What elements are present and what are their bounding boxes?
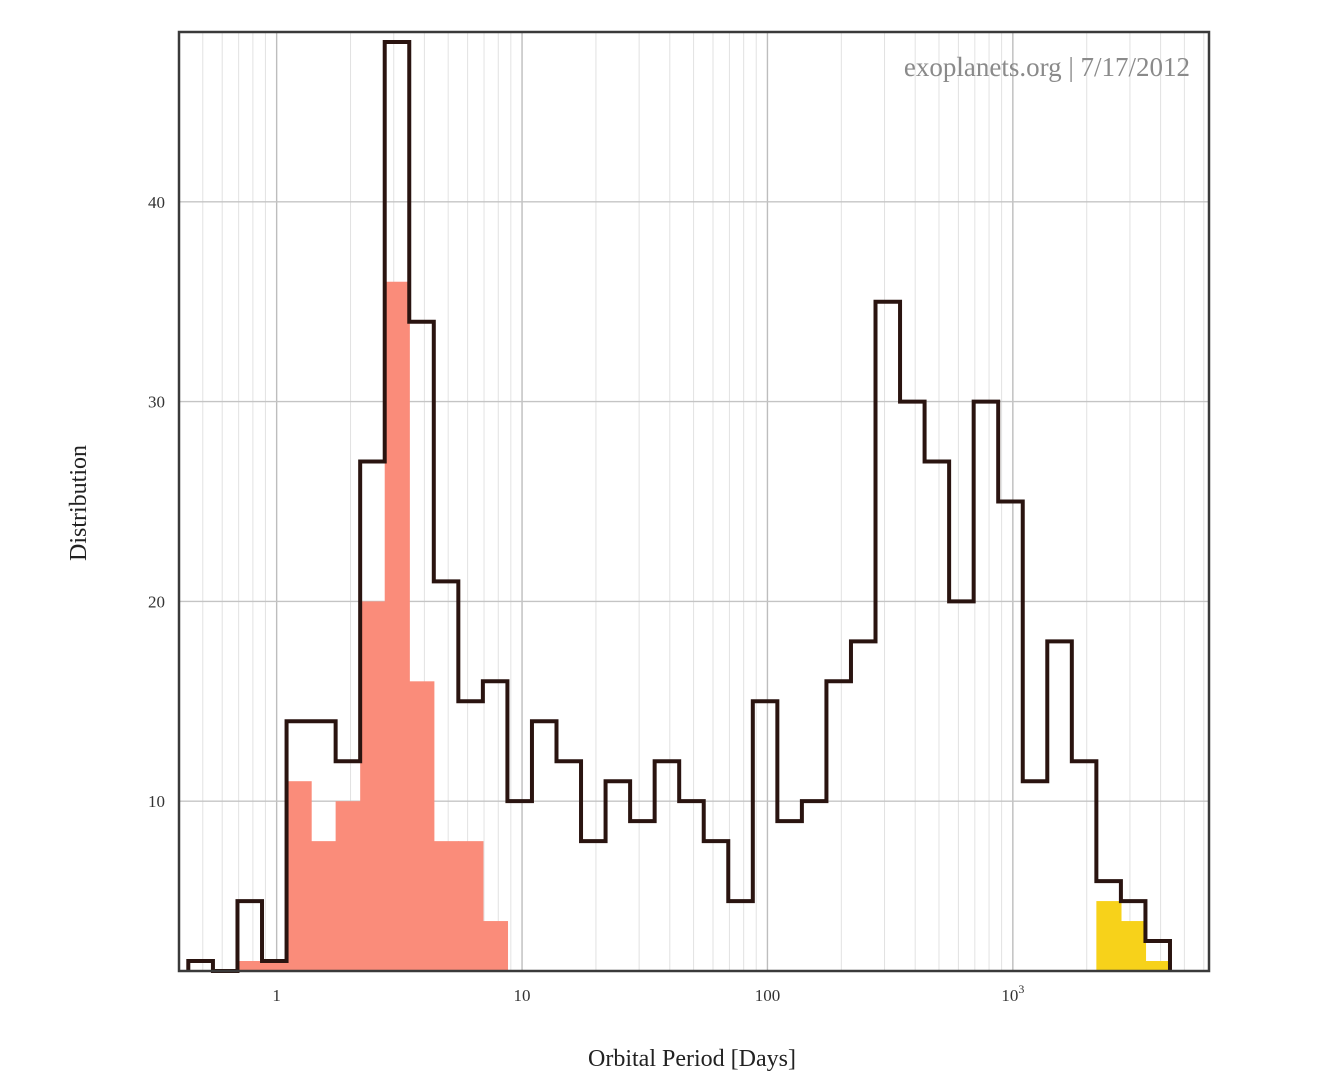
histogram-bar: [1145, 961, 1171, 971]
histogram-bar: [335, 801, 361, 971]
y-tick-label: 10: [148, 792, 165, 811]
histogram-bar: [1120, 921, 1147, 971]
x-tick-label: 103: [1001, 982, 1024, 1005]
histogram-bar: [262, 961, 288, 971]
histogram-bar: [286, 781, 312, 971]
histogram-bar: [311, 841, 337, 971]
y-tick-label: 30: [148, 393, 165, 412]
outline-series: [186, 39, 1172, 973]
plot-frame: [177, 30, 1211, 973]
annotation-text: exoplanets.org | 7/17/2012: [904, 52, 1190, 82]
histogram-bar: [384, 281, 410, 972]
histogram-bar: [458, 841, 484, 971]
filled-series: [237, 281, 1171, 972]
histogram-bar: [482, 921, 509, 971]
x-tick-label: 100: [755, 986, 781, 1005]
histogram-outline-line: [186, 39, 1172, 973]
histogram-bar: [1096, 901, 1122, 971]
y-tick-label: 40: [148, 193, 165, 212]
x-tick-label: 1: [272, 986, 281, 1005]
y-axis-label: Distribution: [66, 445, 92, 561]
y-tick-label: 20: [148, 592, 165, 611]
x-axis-label: Orbital Period [Days]: [588, 1046, 796, 1072]
grid-lines: [178, 32, 1209, 971]
histogram-bar: [237, 961, 263, 971]
histogram-bar: [409, 681, 435, 971]
x-tick-exponent: 3: [1018, 982, 1024, 996]
x-tick-label: 10: [514, 986, 531, 1005]
histogram-bar: [433, 841, 459, 971]
histogram-bar: [360, 601, 386, 971]
